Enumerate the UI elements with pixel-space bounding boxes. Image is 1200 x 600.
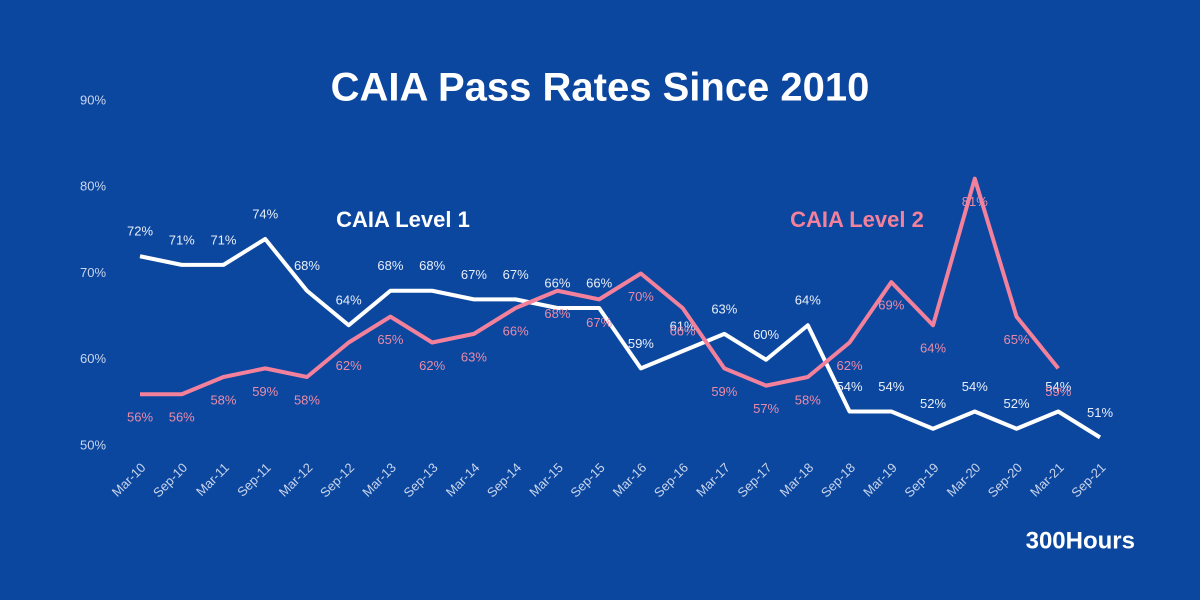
legend-label: CAIA Level 2	[790, 207, 924, 232]
data-label: 59%	[711, 384, 737, 399]
data-label: 65%	[377, 332, 403, 347]
data-label: 62%	[837, 358, 863, 373]
data-label: 64%	[336, 293, 362, 308]
x-tick-label: Mar-10	[109, 460, 149, 500]
data-label: 67%	[503, 267, 529, 282]
data-label: 60%	[753, 327, 779, 342]
data-label: 56%	[169, 410, 195, 425]
x-tick-label: Sep-17	[734, 460, 774, 500]
data-label: 62%	[336, 358, 362, 373]
data-label: 63%	[711, 301, 737, 316]
x-tick-label: Sep-14	[484, 460, 524, 500]
x-tick-label: Mar-18	[777, 460, 817, 500]
data-label: 68%	[294, 258, 320, 273]
data-label: 57%	[753, 401, 779, 416]
data-label: 81%	[962, 194, 988, 209]
x-tick-label: Sep-10	[150, 460, 190, 500]
x-tick-label: Sep-19	[901, 460, 941, 500]
data-label: 68%	[419, 258, 445, 273]
data-label: 64%	[795, 293, 821, 308]
data-label: 67%	[461, 267, 487, 282]
data-label: 54%	[837, 379, 863, 394]
x-tick-label: Sep-15	[567, 460, 607, 500]
data-label: 71%	[169, 232, 195, 247]
data-label: 68%	[544, 306, 570, 321]
x-tick-label: Sep-12	[317, 460, 357, 500]
x-tick-label: Sep-13	[400, 460, 440, 500]
data-label: 63%	[461, 349, 487, 364]
data-label: 74%	[252, 206, 278, 221]
y-tick-label: 80%	[80, 179, 106, 194]
x-tick-label: Mar-21	[1027, 460, 1067, 500]
data-label: 58%	[294, 392, 320, 407]
y-tick-label: 50%	[80, 437, 106, 452]
data-label: 66%	[670, 323, 696, 338]
data-label: 59%	[1045, 384, 1071, 399]
data-label: 72%	[127, 224, 153, 239]
x-tick-label: Mar-16	[610, 460, 650, 500]
x-tick-label: Mar-20	[944, 460, 984, 500]
data-label: 62%	[419, 358, 445, 373]
data-label: 61%	[670, 319, 696, 334]
source: 300Hours	[1026, 527, 1135, 554]
y-tick-label: 90%	[80, 92, 106, 107]
data-label: 65%	[1004, 332, 1030, 347]
x-tick-label: Mar-17	[693, 460, 733, 500]
data-label: 54%	[1045, 379, 1071, 394]
x-tick-label: Mar-12	[276, 460, 316, 500]
data-label: 52%	[920, 396, 946, 411]
data-label: 52%	[1004, 396, 1030, 411]
x-tick-label: Sep-11	[234, 460, 274, 500]
legend-label: CAIA Level 1	[336, 207, 470, 232]
data-label: 70%	[628, 289, 654, 304]
x-tick-label: Mar-11	[193, 460, 232, 499]
chart-title: CAIA Pass Rates Since 2010	[331, 66, 870, 110]
x-tick-label: Sep-21	[1068, 460, 1108, 500]
data-label: 51%	[1087, 405, 1113, 420]
data-label: 58%	[795, 392, 821, 407]
series-line	[139, 237, 1102, 440]
x-tick-label: Mar-15	[526, 460, 566, 500]
data-label: 71%	[210, 232, 236, 247]
y-tick-label: 70%	[80, 265, 106, 280]
data-label: 66%	[586, 275, 612, 290]
data-label: 69%	[878, 298, 904, 313]
x-tick-label: Sep-16	[651, 460, 691, 500]
data-label: 66%	[503, 323, 529, 338]
x-tick-label: Mar-14	[443, 460, 483, 500]
data-label: 58%	[210, 392, 236, 407]
data-label: 64%	[920, 341, 946, 356]
data-label: 56%	[127, 410, 153, 425]
x-tick-label: Sep-20	[985, 460, 1025, 500]
x-tick-label: Mar-13	[359, 460, 399, 500]
data-label: 54%	[962, 379, 988, 394]
data-label: 67%	[586, 315, 612, 330]
data-label: 59%	[252, 384, 278, 399]
x-tick-label: Mar-19	[860, 460, 900, 500]
series-line	[140, 176, 1060, 397]
data-label: 66%	[544, 275, 570, 290]
data-label: 68%	[377, 258, 403, 273]
y-tick-label: 60%	[80, 351, 106, 366]
data-label: 59%	[628, 336, 654, 351]
data-label: 54%	[878, 379, 904, 394]
x-tick-label: Sep-18	[818, 460, 858, 500]
